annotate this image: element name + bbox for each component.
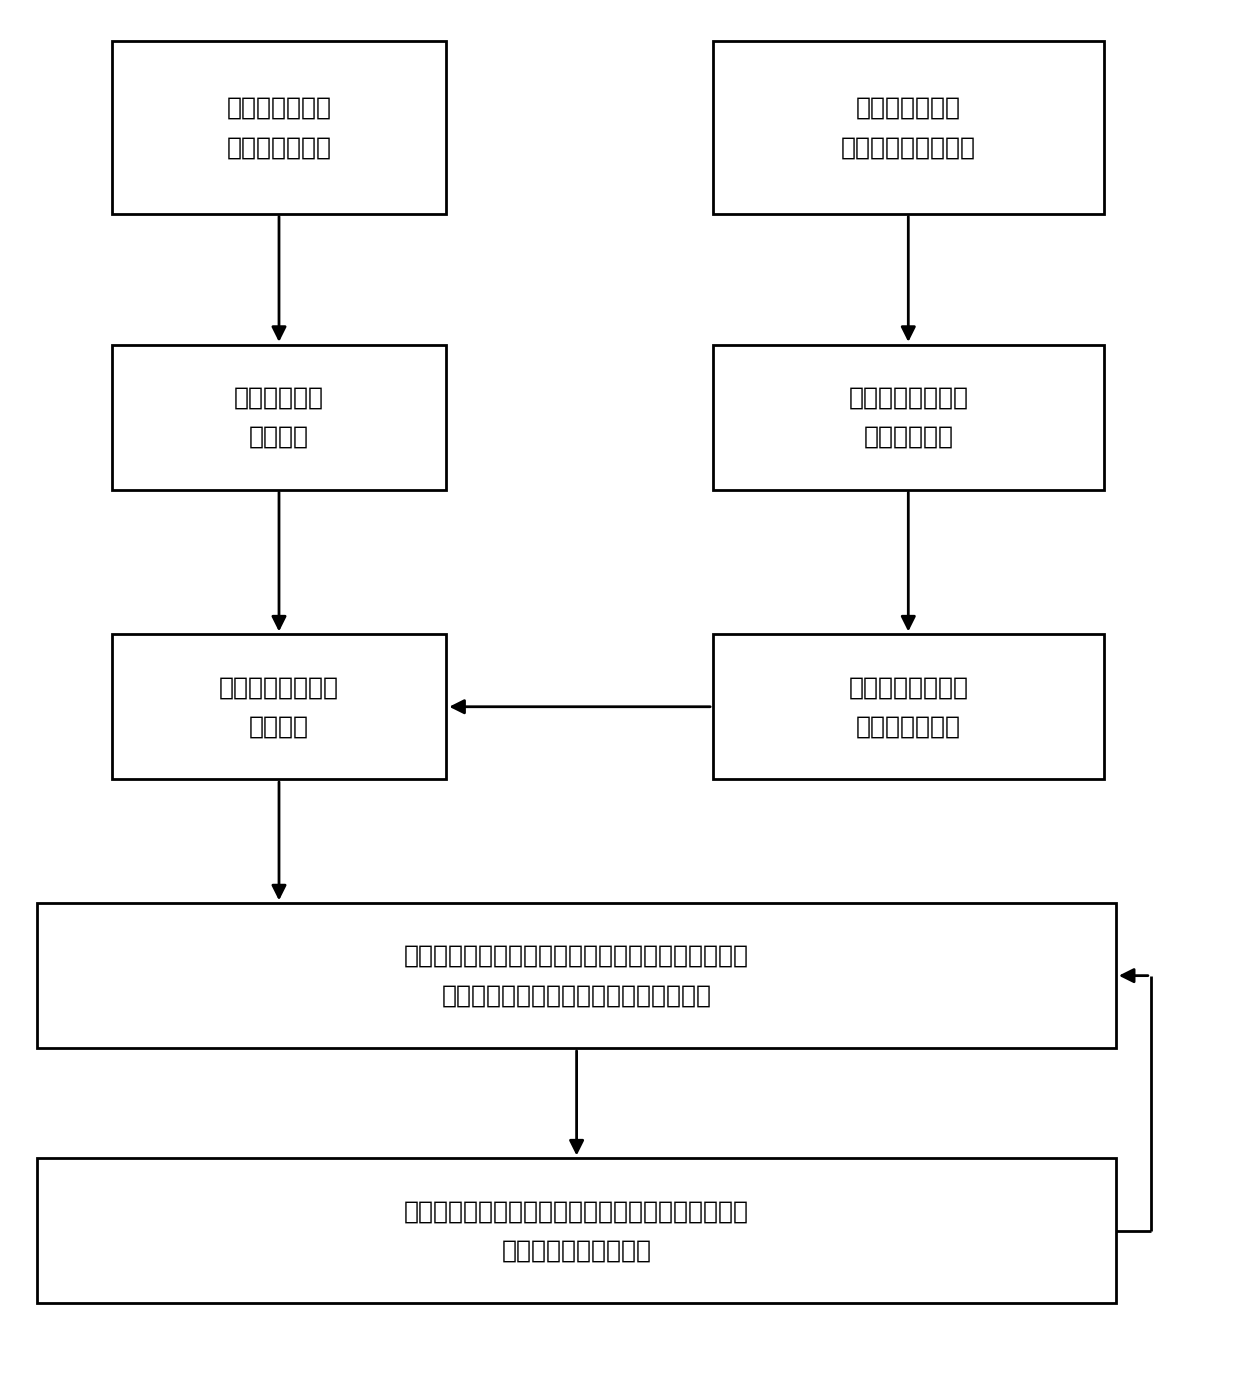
FancyBboxPatch shape [112,41,446,214]
FancyBboxPatch shape [37,1158,1116,1303]
FancyBboxPatch shape [713,345,1104,490]
FancyBboxPatch shape [112,345,446,490]
Text: 待测果肉组织
光谱采集: 待测果肉组织 光谱采集 [234,386,324,448]
Text: 待测果肉组织样本
光谱标定: 待测果肉组织样本 光谱标定 [219,676,339,738]
FancyBboxPatch shape [112,634,446,779]
Text: 采集定标幻影的
空间分辨漫反射光谱: 采集定标幻影的 空间分辨漫反射光谱 [841,97,976,159]
Text: 计算幻影的理论空
间漫反射光谱: 计算幻影的理论空 间漫反射光谱 [848,386,968,448]
Text: 根据目标函数和快速蒙特卡罗仿真，使用优化方法，
搜索单一波长下约化散射系数和吸收系数: 根据目标函数和快速蒙特卡罗仿真，使用优化方法， 搜索单一波长下约化散射系数和吸收… [404,945,749,1007]
Text: 计算定标幻影溶液
光谱的定标系数: 计算定标幻影溶液 光谱的定标系数 [848,676,968,738]
Text: 设定探测接触压
力，计算机控制: 设定探测接触压 力，计算机控制 [227,97,331,159]
FancyBboxPatch shape [713,41,1104,214]
FancyBboxPatch shape [713,634,1104,779]
FancyBboxPatch shape [37,903,1116,1048]
Text: 重复上述步骤，完成预设波段内所有波长的约化散射
系数和吸收系数的计算: 重复上述步骤，完成预设波段内所有波长的约化散射 系数和吸收系数的计算 [404,1200,749,1262]
